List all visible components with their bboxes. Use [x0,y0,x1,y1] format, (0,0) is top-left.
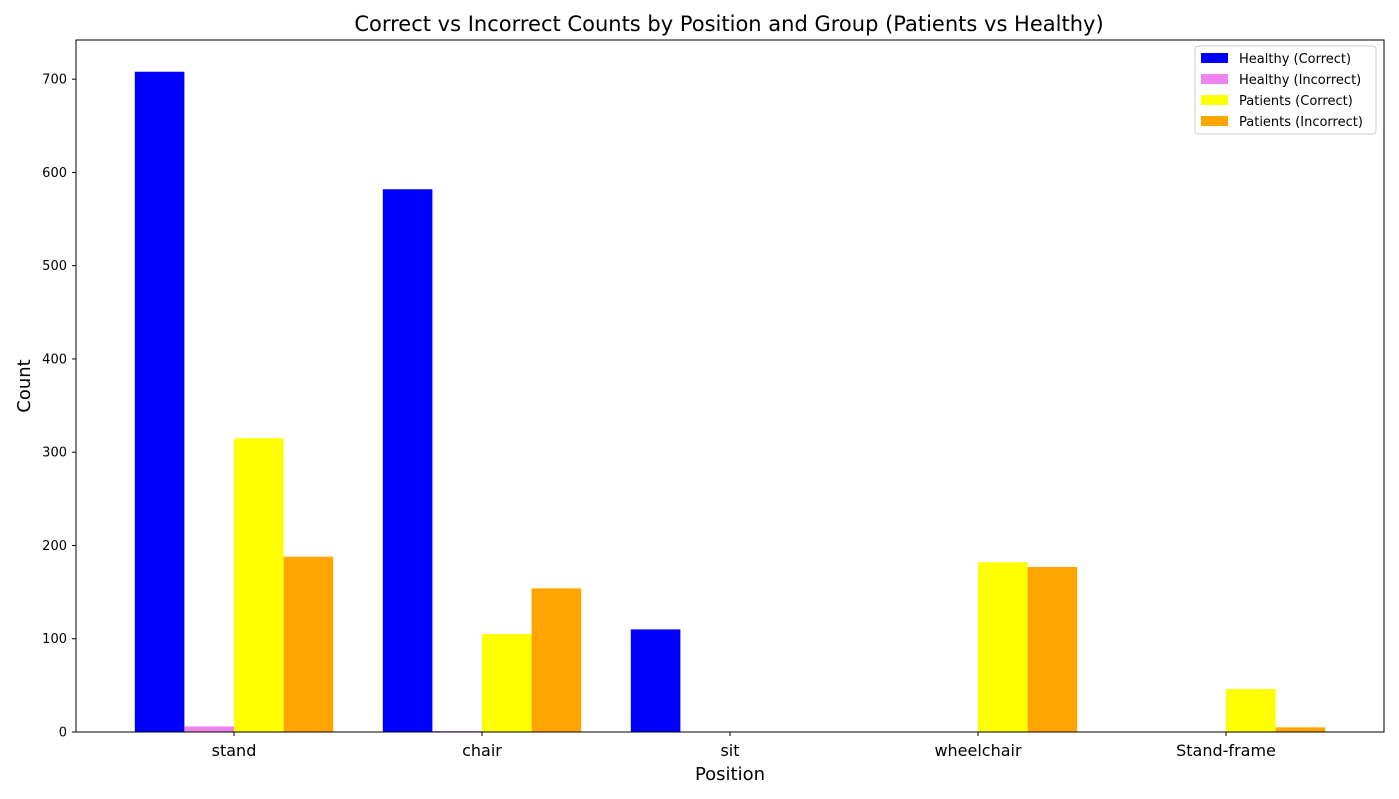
bar-stand-frame-series-3 [1275,727,1326,732]
bar-stand-series-3 [283,556,334,732]
bar-stand-frame-series-2 [1226,689,1276,732]
legend-box [1194,45,1377,135]
x-axis-ticks: stand chair sit wheelchair Stand-frame [212,732,1276,760]
y-tick-label: 0 [59,726,67,741]
x-tick-label: Stand-frame [1176,741,1276,760]
y-tick-label: 500 [42,259,67,274]
y-tick-label: 200 [42,539,67,554]
y-tick-label: 700 [42,73,67,88]
legend: Healthy (Correct) Healthy (Incorrect) Pati… [1194,45,1377,135]
bar-wheelchair-series-3 [1027,566,1078,732]
y-tick-label: 100 [42,632,67,647]
y-tick-label: 300 [42,446,67,461]
x-tick-label: stand [212,741,257,760]
legend-swatch [1201,53,1228,63]
y-tick-label: 400 [42,352,67,367]
chart-title: Correct vs Incorrect Counts by Position … [354,12,1103,36]
legend-label: Healthy (Correct) [1239,52,1351,67]
bar-chair-series-3 [531,588,582,732]
bar-sit-series-0 [630,629,681,732]
bar-stand-series-1 [184,726,234,732]
bars-group [134,71,1326,733]
legend-swatch [1201,74,1228,84]
legend-swatch [1201,116,1228,126]
legend-label: Patients (Incorrect) [1239,115,1363,130]
y-axis-label: Count [14,359,35,412]
x-tick-label: wheelchair [934,741,1022,760]
bar-stand-series-0 [134,71,185,732]
x-tick-label: sit [720,741,739,760]
bar-chair-series-2 [482,634,532,732]
x-tick-label: chair [462,741,502,760]
x-axis-label: Position [695,764,765,785]
bar-chair-series-0 [382,189,433,733]
legend-label: Patients (Correct) [1239,94,1353,109]
legend-label: Healthy (Incorrect) [1239,73,1361,88]
y-tick-label: 600 [42,166,67,181]
bar-wheelchair-series-2 [978,562,1028,732]
bar-stand-series-2 [234,438,284,732]
legend-swatch [1201,95,1228,105]
y-axis-ticks: 0 100 200 300 400 500 600 700 [42,73,76,741]
